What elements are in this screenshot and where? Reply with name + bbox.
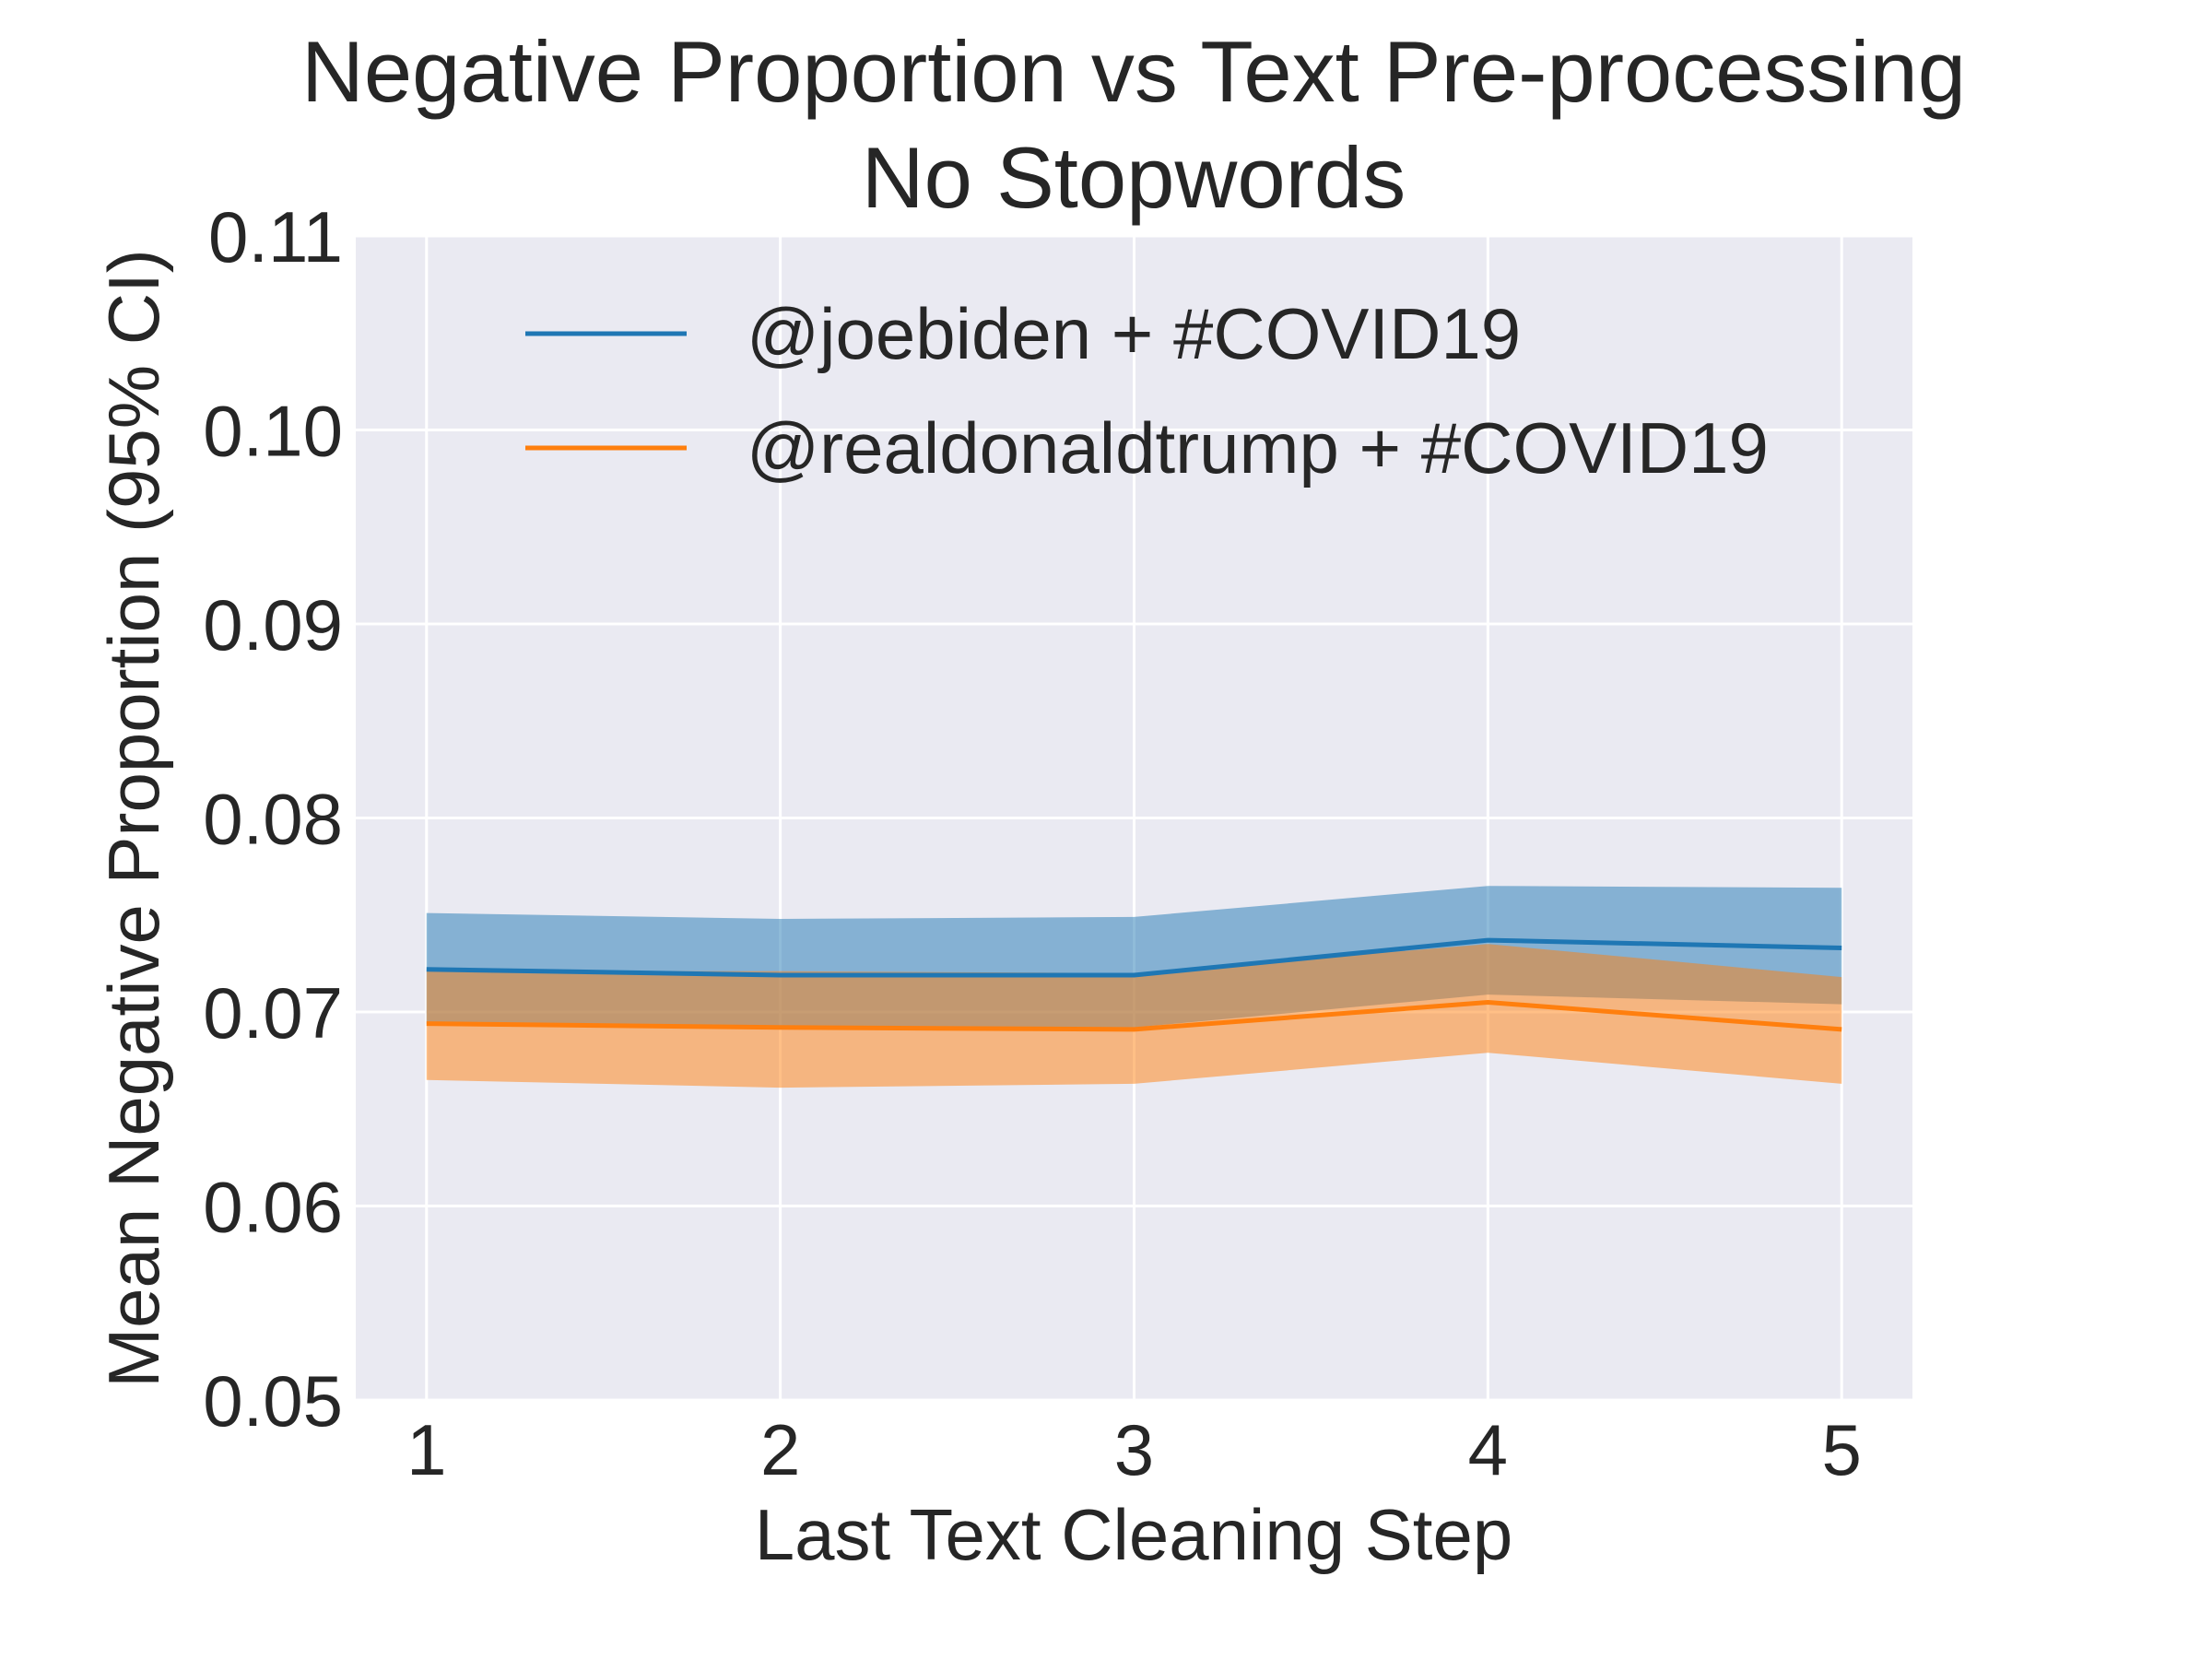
y-tick-label: 0.05	[203, 1360, 343, 1441]
legend-label-series-1: @joebiden + #COVID19	[747, 293, 1521, 374]
y-tick-label: 0.08	[203, 779, 343, 860]
confidence-bands	[426, 886, 1842, 1088]
x-tick-labels: 1 2 3 4 5	[406, 1409, 1862, 1490]
x-axis-label: Last Text Cleaning Step	[755, 1494, 1512, 1575]
y-tick-label: 0.11	[208, 196, 343, 277]
y-tick-label: 0.09	[203, 584, 343, 665]
x-tick-label: 4	[1468, 1409, 1508, 1490]
x-tick-label: 2	[760, 1409, 800, 1490]
x-tick-label: 3	[1114, 1409, 1154, 1490]
legend: @joebiden + #COVID19 @realdonaldtrump + #…	[525, 293, 1769, 488]
y-tick-label: 0.06	[203, 1167, 343, 1248]
line-series-2	[426, 1000, 1842, 1032]
y-tick-label: 0.10	[203, 391, 343, 472]
y-axis-label: Mean Negative Proportion (95% CI)	[93, 249, 174, 1388]
y-tick-label: 0.07	[203, 972, 343, 1053]
line-series-1	[426, 937, 1842, 978]
chart-title-line-1: Negative Proportion vs Text Pre-processi…	[301, 23, 1966, 120]
legend-label-series-2: @realdonaldtrump + #COVID19	[747, 407, 1769, 488]
chart-title-line-2: No Stopwords	[862, 129, 1406, 226]
y-tick-labels: 0.05 0.06 0.07 0.08 0.09 0.10 0.11	[203, 196, 343, 1441]
ci-band-series-2	[426, 944, 1842, 1088]
series-lines	[426, 937, 1842, 1032]
x-tick-label: 5	[1822, 1409, 1862, 1490]
x-tick-label: 1	[406, 1409, 446, 1490]
